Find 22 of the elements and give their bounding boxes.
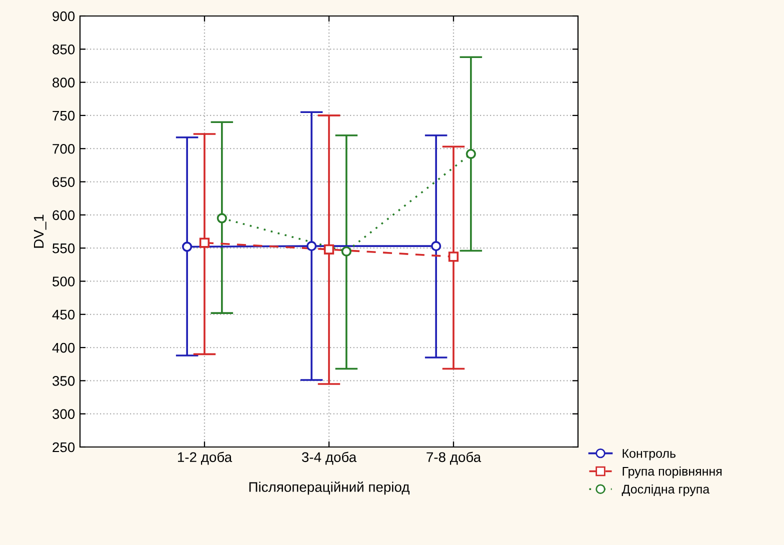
y-tick-label: 700: [52, 144, 75, 154]
y-axis-title: DV_1: [34, 214, 46, 248]
y-tick-label: 650: [52, 177, 75, 187]
y-tick-label: 350: [52, 376, 75, 386]
y-tick-label: 900: [52, 11, 75, 22]
legend-label: Група порівняння: [622, 466, 722, 478]
x-axis-title: Післяопераційний період: [249, 481, 410, 495]
x-tick-label: 3-4 доба: [302, 452, 357, 465]
y-tick-label: 850: [52, 44, 75, 54]
y-tick-label: 300: [52, 409, 75, 420]
y-tick-label: 500: [52, 276, 75, 286]
y-tick-label: 750: [52, 110, 75, 121]
legend-label: Контроль: [622, 449, 676, 460]
legend-label: Дослідна група: [622, 484, 710, 496]
y-tick-label: 400: [52, 342, 75, 353]
x-tick-label: 7-8 доба: [426, 452, 482, 465]
y-tick-label: 600: [52, 210, 75, 220]
y-tick-label: 550: [52, 243, 75, 254]
y-tick-label: 800: [52, 78, 75, 88]
x-tick-label: 1-2 доба: [178, 452, 232, 465]
y-tick-label: 250: [52, 442, 75, 452]
y-tick-label: 450: [52, 310, 75, 320]
